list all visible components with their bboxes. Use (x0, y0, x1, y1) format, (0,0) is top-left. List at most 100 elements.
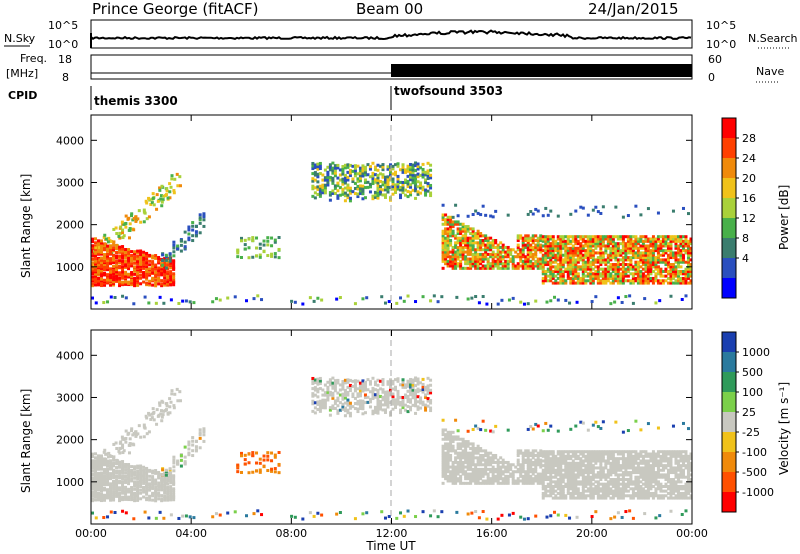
power-cell (98, 258, 102, 262)
power-cell (589, 276, 593, 280)
velocity-cell (601, 473, 605, 477)
power-cell (629, 251, 633, 255)
velocity-cell (509, 465, 513, 469)
velocity-cell (616, 457, 620, 461)
velocity-cell (486, 474, 490, 478)
power-cell (361, 171, 365, 175)
power-cell (669, 244, 673, 248)
velocity-cell (606, 468, 610, 472)
velocity-cell (121, 446, 125, 450)
velocity-cell (476, 472, 480, 476)
power-cell (459, 229, 463, 233)
power-cell (456, 229, 460, 233)
velocity-cell (311, 387, 315, 391)
power-cell (599, 211, 603, 215)
velocity-cell (511, 479, 515, 483)
power-cell (449, 225, 453, 229)
velocity-cell (336, 399, 340, 403)
power-cell (664, 274, 668, 278)
velocity-cell (336, 409, 340, 413)
power-cell (681, 272, 685, 276)
power-cell (466, 250, 470, 254)
velocity-cell (168, 467, 172, 471)
velocity-cell (351, 392, 355, 396)
power-cell (521, 259, 525, 263)
power-cell (449, 232, 453, 236)
power-cell (451, 229, 455, 233)
power-cell (664, 237, 668, 241)
velocity-cell (549, 484, 553, 488)
velocity-cell (446, 444, 450, 448)
power-cell (541, 253, 545, 257)
power-cell (191, 239, 195, 243)
power-cell (121, 275, 125, 279)
velocity-cell (484, 479, 488, 483)
velocity-cell (536, 479, 540, 483)
velocity-cell (321, 388, 325, 392)
power-cell (316, 180, 320, 184)
velocity-cell (424, 403, 428, 407)
velocity-cell (115, 492, 119, 496)
power-cell (115, 254, 119, 258)
power-cell (411, 178, 415, 182)
power-cell (456, 264, 460, 268)
velocity-cell (142, 472, 146, 476)
power-cell (356, 187, 360, 191)
velocity-cell (459, 463, 463, 467)
power-cell (674, 260, 678, 264)
power-cell (151, 262, 155, 266)
velocity-cell (619, 457, 623, 461)
power-cell (601, 279, 605, 283)
power-cell (544, 276, 548, 280)
velocity-cell (499, 470, 503, 474)
velocity-cell (559, 457, 563, 461)
power-cell (441, 218, 445, 222)
power-cell (651, 276, 655, 280)
power-cell (646, 256, 650, 260)
velocity-cell (549, 475, 553, 479)
velocity-cell (584, 494, 588, 498)
velocity-cell (348, 378, 352, 382)
power-cell (514, 250, 518, 254)
power-cell (589, 260, 593, 264)
power-cell (474, 250, 478, 254)
power-cell (469, 238, 473, 242)
power-cell (456, 241, 460, 245)
power-cell (162, 301, 166, 305)
velocity-cell (142, 479, 146, 483)
velocity-cell (589, 459, 593, 463)
velocity-cell (133, 476, 137, 480)
power-cell (127, 264, 131, 268)
velocity-cell (566, 489, 570, 493)
power-cell (589, 235, 593, 239)
power-cell (551, 260, 555, 264)
velocity-cell (353, 401, 357, 405)
power-cell (466, 241, 470, 245)
power-cell (396, 177, 400, 181)
power-cell (534, 259, 538, 263)
power-cell (133, 250, 137, 254)
velocity-cell (529, 460, 533, 464)
power-cell (545, 300, 549, 304)
power-cell (654, 260, 658, 264)
power-cell (541, 237, 545, 241)
power-cell (524, 234, 528, 238)
velocity-cell (358, 401, 362, 405)
cpid-segment-2: twofsound 3503 (394, 84, 503, 98)
velocity-cell (348, 386, 352, 390)
power-cell (581, 244, 585, 248)
power-cell (669, 265, 673, 269)
velocity-cell (464, 472, 468, 476)
power-cell (566, 265, 570, 269)
power-cell (401, 165, 405, 169)
power-cell (454, 241, 458, 245)
power-cell (449, 259, 453, 263)
power-cell (639, 258, 643, 262)
power-cell (353, 171, 357, 175)
velocity-cell (554, 457, 558, 461)
velocity-cell (124, 489, 128, 493)
power-cell (130, 255, 134, 259)
power-cell (414, 176, 418, 180)
power-cell (414, 179, 418, 183)
power-cell (669, 237, 673, 241)
